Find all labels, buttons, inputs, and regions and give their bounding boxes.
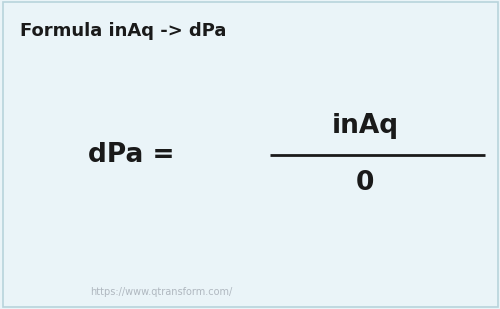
Text: 0: 0 bbox=[356, 170, 374, 196]
Text: https://www.qtransform.com/: https://www.qtransform.com/ bbox=[90, 287, 232, 297]
Text: dPa =: dPa = bbox=[88, 142, 174, 167]
Text: inAq: inAq bbox=[332, 113, 398, 139]
Text: Formula inAq -> dPa: Formula inAq -> dPa bbox=[20, 22, 227, 40]
